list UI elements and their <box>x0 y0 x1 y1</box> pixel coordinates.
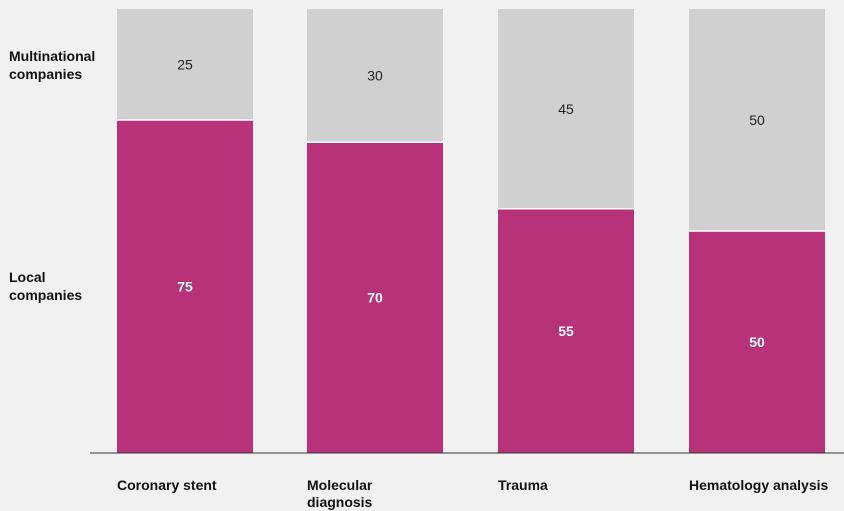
data-label-local-hematology-analysis: 50 <box>749 334 765 350</box>
legend-label-multinational: Multinational companies <box>9 48 95 82</box>
bars: 25 75 30 70 45 55 50 50 <box>117 9 825 453</box>
bar-local-hematology-analysis <box>689 231 825 453</box>
legend-label-local: Local companies <box>9 269 82 303</box>
data-label-multinational-molecular-diagnosis: 30 <box>367 68 383 84</box>
bar-local-coronary-stent <box>117 120 253 453</box>
bar-multinational-coronary-stent <box>117 9 253 120</box>
data-label-multinational-coronary-stent: 25 <box>177 57 193 73</box>
data-label-multinational-trauma: 45 <box>558 101 574 117</box>
bar-multinational-molecular-diagnosis <box>307 9 443 143</box>
data-label-local-molecular-diagnosis: 70 <box>367 290 383 306</box>
data-label-multinational-hematology-analysis: 50 <box>749 112 765 128</box>
bar-local-molecular-diagnosis <box>307 142 443 453</box>
bar-multinational-trauma <box>498 9 634 209</box>
category-label-molecular-diagnosis: Molecular diagnosis <box>307 477 373 510</box>
category-labels: Coronary stent Molecular diagnosis Trauma He… <box>117 477 828 510</box>
category-label-hematology-analysis: Hematology analysis <box>689 477 828 493</box>
bar-multinational-hematology-analysis <box>689 9 825 231</box>
category-label-trauma: Trauma <box>498 477 548 493</box>
data-label-local-trauma: 55 <box>558 323 574 339</box>
legend: Multinational companies Local companies <box>9 48 95 303</box>
bar-local-trauma <box>498 208 634 453</box>
category-label-coronary-stent: Coronary stent <box>117 477 217 493</box>
data-label-local-coronary-stent: 75 <box>177 279 193 295</box>
